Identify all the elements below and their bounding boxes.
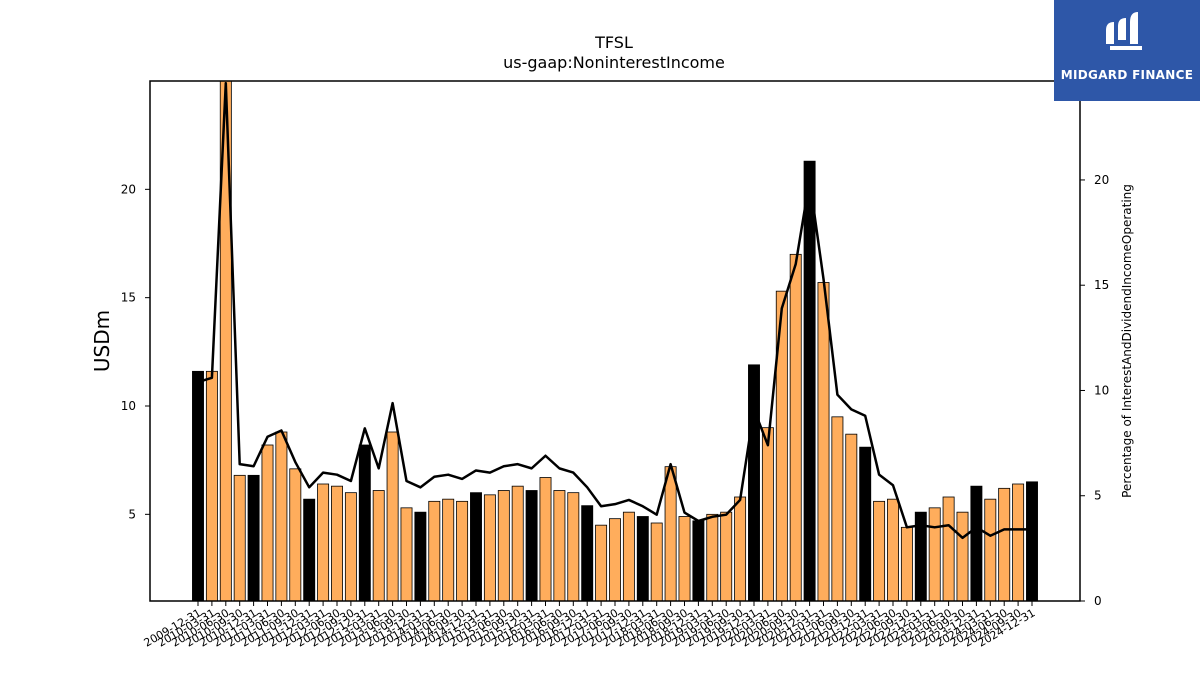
logo-mark-icon [1106,12,1142,50]
bar [1012,483,1025,602]
bar [247,474,260,602]
bar [984,498,997,602]
y-tick-label: 15 [121,291,136,305]
bar [428,500,441,602]
bar [386,431,399,602]
bar [734,496,747,602]
bar [372,490,385,602]
bar [275,431,288,602]
bar [470,492,482,602]
bar [414,511,427,602]
bar [595,524,608,602]
y-right-tick-label: 15 [1094,278,1109,292]
bar [442,498,455,602]
bar [581,505,594,602]
right-axis: 0 5 10 15 20 [1080,173,1109,608]
bars [192,80,1038,602]
bar [567,492,580,602]
bar [873,500,886,602]
bar [998,487,1011,602]
bar [956,511,969,602]
bar [511,485,524,602]
bar [817,282,830,602]
bar [650,522,663,602]
chart-subtitle: us-gaap:NoninterestIncome [503,53,725,72]
bar [720,511,733,602]
bar [400,507,413,602]
bar [609,518,621,602]
ratio-line-layer [197,81,1032,540]
bar [664,466,677,602]
bar [831,416,844,602]
bar [636,516,649,602]
chart-title: TFSL [594,33,633,52]
logo: MIDGARD FINANCE [1054,0,1200,101]
bar [358,444,371,602]
bar [525,490,538,602]
bar [539,477,552,602]
y-axis-label: USDm [90,310,114,372]
bar [692,520,705,602]
bar [553,490,566,602]
bar [970,485,983,602]
bar [678,516,691,602]
bar [622,511,635,602]
bar [192,370,204,602]
bar [497,490,510,602]
bar [1026,481,1038,602]
y-tick-label: 10 [121,399,136,413]
y-axis-label-right: Percentage of InterestAndDividendIncomeO… [1120,184,1134,498]
bar [859,446,872,602]
bar [761,427,774,602]
left-axis: 5 10 15 20 [121,182,150,521]
y-right-tick-label: 5 [1094,489,1102,503]
y-right-tick-label: 20 [1094,173,1109,187]
bar [233,474,246,602]
bar [887,498,899,602]
ratio-line [197,81,1032,540]
bar [331,485,343,602]
bar [928,507,941,602]
bar [344,492,357,602]
y-right-tick-label: 10 [1094,383,1109,397]
bar [900,526,913,602]
y-tick-label: 20 [121,182,136,196]
bar [261,444,274,602]
bar [205,370,218,602]
bar [803,160,816,602]
bar [289,468,302,602]
bar [317,483,330,602]
bar [456,500,469,602]
bar [303,498,316,602]
y-tick-label: 5 [128,507,136,521]
bar [942,496,955,602]
bar [789,253,802,602]
x-axis: 2009-12-312010-03-312010-06-302010-09-30… [142,601,1038,650]
bar [483,494,496,602]
y-right-tick-label: 0 [1094,594,1102,608]
bar [748,364,760,602]
logo-text: MIDGARD FINANCE [1060,68,1194,82]
bar [706,513,719,602]
bar [845,433,858,602]
